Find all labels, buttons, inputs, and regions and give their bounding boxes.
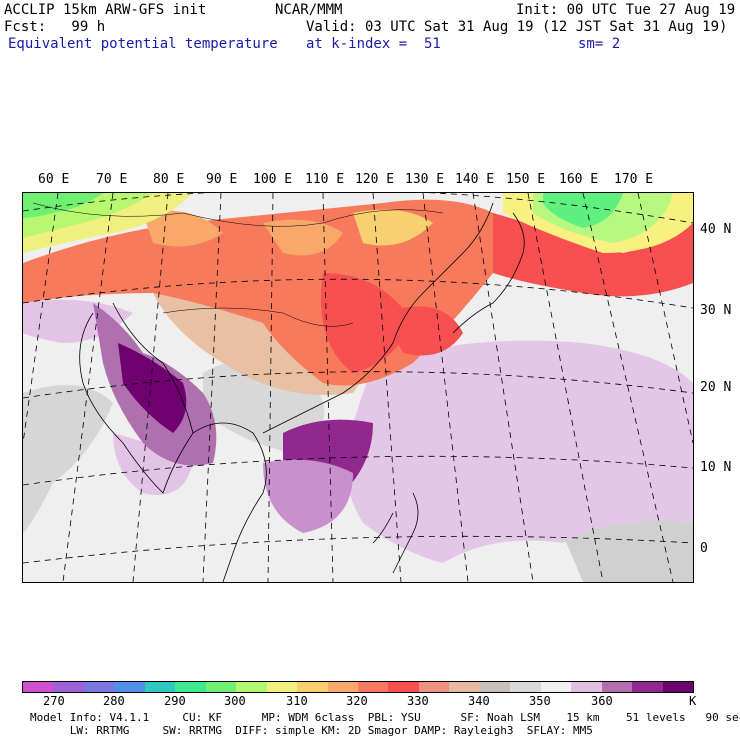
level-label: at k-index = 51 xyxy=(306,36,441,52)
colorbar-swatch xyxy=(418,682,450,692)
valid-time: Valid: 03 UTC Sat 31 Aug 19 (12 JST Sat … xyxy=(306,19,728,35)
orange-region xyxy=(143,210,223,247)
colorbar-swatch xyxy=(357,682,389,692)
lon-label: 100 E xyxy=(253,172,293,187)
organization: NCAR/MMM xyxy=(275,2,343,18)
colorbar-swatch xyxy=(449,682,480,692)
border-line xyxy=(32,202,444,227)
coastline xyxy=(262,202,494,434)
colorbar-swatch xyxy=(540,682,572,692)
init-time: Init: 00 UTC Tue 27 Aug 19 xyxy=(516,2,736,18)
lat-label: 10 N xyxy=(700,460,732,475)
colorbar-label: 310 xyxy=(286,694,308,708)
lon-label: 160 E xyxy=(559,172,599,187)
colorbar-swatch xyxy=(510,682,541,692)
forecast-hour: Fcst: 99 h xyxy=(4,19,106,35)
dark-purple-region xyxy=(118,343,187,433)
field-name: Equivalent potential temperature xyxy=(8,36,278,52)
lavender-region xyxy=(113,433,193,495)
colorbar-unit: K xyxy=(689,694,697,708)
colorbar-label: 270 xyxy=(43,694,65,708)
lat-label: 20 N xyxy=(700,380,732,395)
colorbar-swatch xyxy=(297,682,328,692)
lon-label: 90 E xyxy=(206,172,238,187)
map-panel xyxy=(22,192,694,583)
colorbar-swatch xyxy=(53,682,84,692)
lavender-region xyxy=(345,340,693,563)
colorbar xyxy=(22,681,694,693)
lat-label: 30 N xyxy=(700,303,732,318)
colorbar-swatch xyxy=(266,682,298,692)
lon-label: 80 E xyxy=(153,172,185,187)
colorbar-label: 330 xyxy=(407,694,429,708)
theta-e-map xyxy=(23,193,693,582)
lon-label: 110 E xyxy=(305,172,345,187)
coastline xyxy=(452,212,525,334)
lon-label: 70 E xyxy=(96,172,128,187)
colorbar-label: 290 xyxy=(164,694,186,708)
colorbar-swatch xyxy=(479,682,511,692)
colorbar-swatch xyxy=(632,682,663,692)
colorbar-swatch xyxy=(662,682,693,692)
colorbar-label: 320 xyxy=(346,694,368,708)
yellow-region xyxy=(353,209,433,246)
orange-region xyxy=(263,219,343,256)
coastline xyxy=(79,302,194,494)
lon-label: 60 E xyxy=(38,172,70,187)
gray-region xyxy=(23,385,113,533)
lat-label: 0 xyxy=(700,541,708,556)
colorbar-label: 340 xyxy=(468,694,490,708)
graticule xyxy=(23,193,693,582)
colorbar-swatch xyxy=(601,682,633,692)
colorbar-swatch xyxy=(175,682,206,692)
green-region xyxy=(543,193,623,228)
colorbar-swatch xyxy=(205,682,237,692)
green-region xyxy=(23,193,103,218)
colorbar-swatch xyxy=(114,682,145,692)
coastline xyxy=(372,492,419,574)
colorbar-label: 360 xyxy=(591,694,613,708)
colorbar-label: 350 xyxy=(529,694,551,708)
colorbar-label: 300 xyxy=(224,694,246,708)
model-info-line2: LW: RRTMG SW: RRTMG DIFF: simple KM: 2D … xyxy=(30,724,593,737)
colorbar-swatch xyxy=(571,682,602,692)
lon-label: 120 E xyxy=(355,172,395,187)
lon-label: 140 E xyxy=(455,172,495,187)
colorbar-label: 280 xyxy=(103,694,125,708)
coastline xyxy=(192,422,267,582)
hot-region xyxy=(493,213,693,297)
lavender-region xyxy=(263,459,353,533)
smoothing-label: sm= 2 xyxy=(578,36,621,52)
colorbar-swatch xyxy=(83,682,115,692)
colorbar-swatch xyxy=(236,682,267,692)
colorbar-swatch xyxy=(23,682,54,692)
hot-region xyxy=(383,306,463,356)
lon-label: 150 E xyxy=(506,172,546,187)
model-info-line1: Model Info: V4.1.1 CU: KF MP: WDM 6class… xyxy=(30,711,740,724)
colorbar-swatch xyxy=(144,682,176,692)
colorbar-swatch xyxy=(327,682,358,692)
lon-label: 130 E xyxy=(405,172,445,187)
lat-label: 40 N xyxy=(700,222,732,237)
colorbar-swatch xyxy=(388,682,419,692)
lon-label: 170 E xyxy=(614,172,654,187)
border-line xyxy=(162,307,354,327)
run-title: ACCLIP 15km ARW-GFS init xyxy=(4,2,207,18)
